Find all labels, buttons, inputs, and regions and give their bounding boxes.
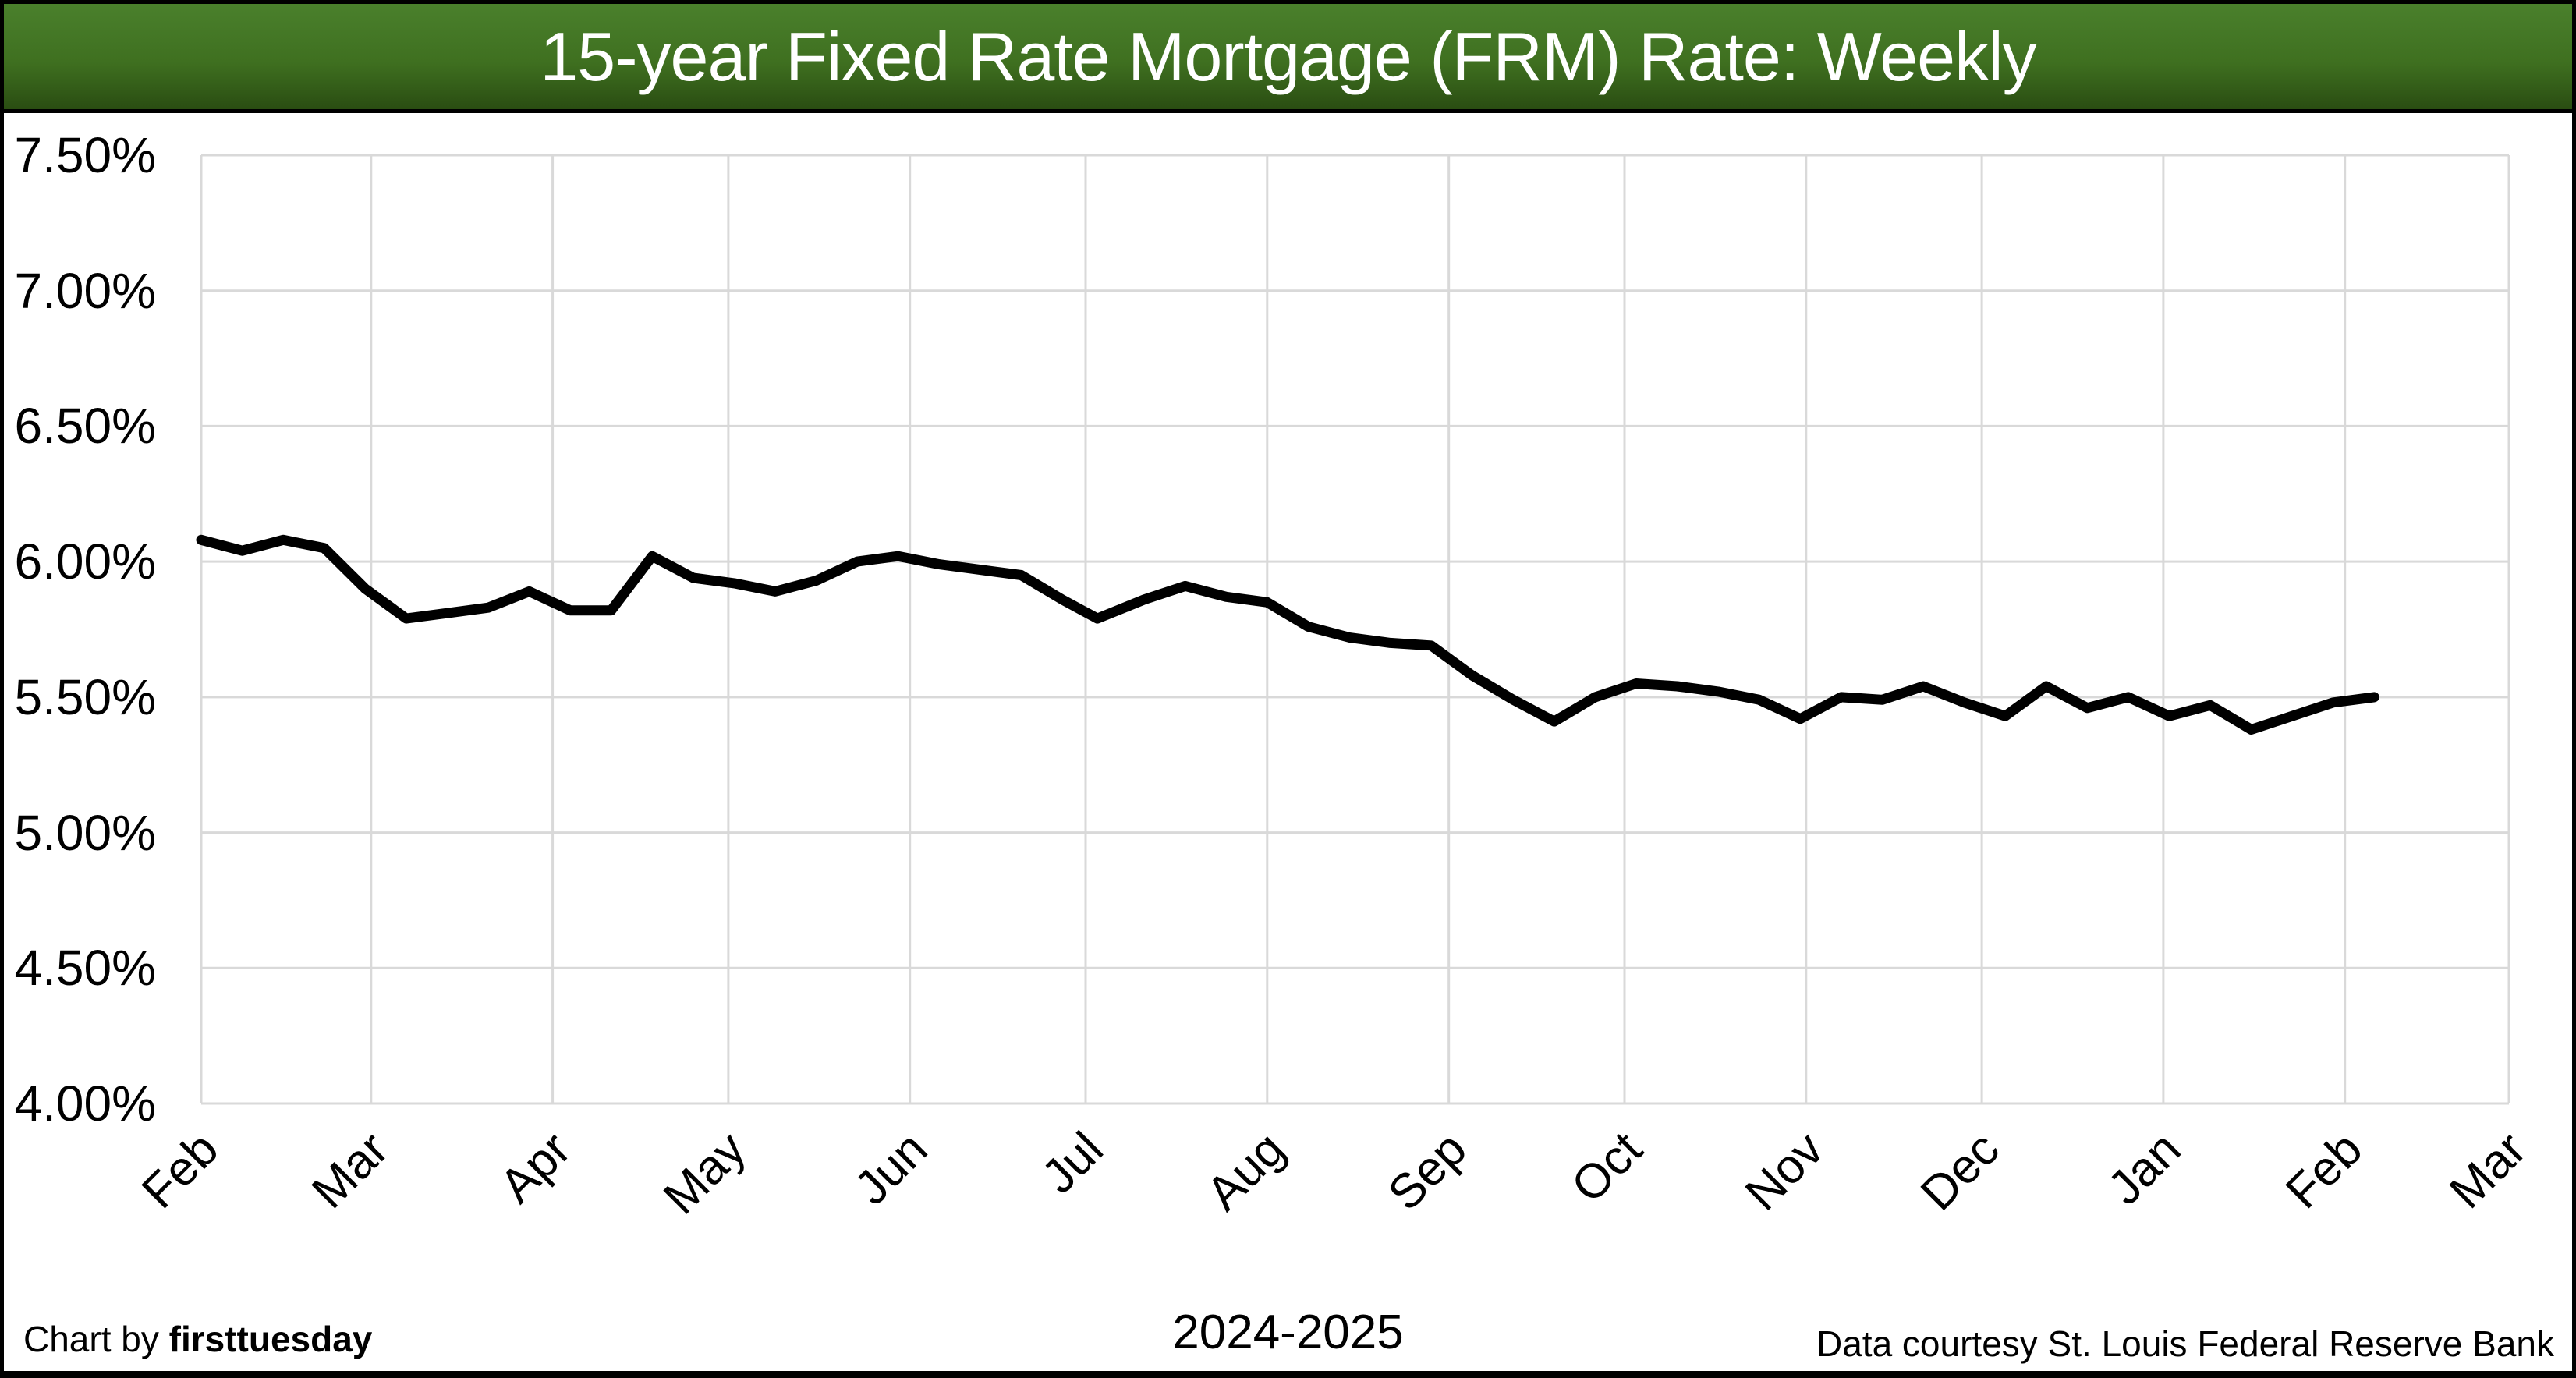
- y-tick-label: 7.00%: [14, 263, 156, 319]
- frame-border-right: [2572, 0, 2576, 1378]
- y-tick-label: 6.00%: [14, 533, 156, 590]
- footer-credit-prefix: Chart by: [23, 1319, 169, 1359]
- frame-border-bottom: [0, 1371, 2576, 1378]
- series-line: [196, 534, 2379, 735]
- footer: Chart by firsttuesday 2024-2025 Data cou…: [0, 1305, 2576, 1371]
- footer-credit: Chart by firsttuesday: [23, 1318, 372, 1360]
- y-tick-label: 6.50%: [14, 398, 156, 454]
- x-axis-period-label: 2024-2025: [1172, 1305, 1404, 1359]
- frame-border-left: [0, 0, 4, 1378]
- header-bar: 15-year Fixed Rate Mortgage (FRM) Rate: …: [4, 4, 2572, 113]
- y-tick-label: 5.50%: [14, 669, 156, 725]
- chart-title: 15-year Fixed Rate Mortgage (FRM) Rate: …: [540, 18, 2036, 95]
- footer-data-source: Data courtesy St. Louis Federal Reserve …: [1816, 1323, 2554, 1364]
- y-tick-label: 4.00%: [14, 1075, 156, 1132]
- y-tick-label: 4.50%: [14, 940, 156, 996]
- y-tick-label: 7.50%: [14, 127, 156, 183]
- frame-border-top: [0, 0, 2576, 4]
- footer-brand: firsttuesday: [168, 1319, 373, 1359]
- y-tick-label: 5.00%: [14, 805, 156, 861]
